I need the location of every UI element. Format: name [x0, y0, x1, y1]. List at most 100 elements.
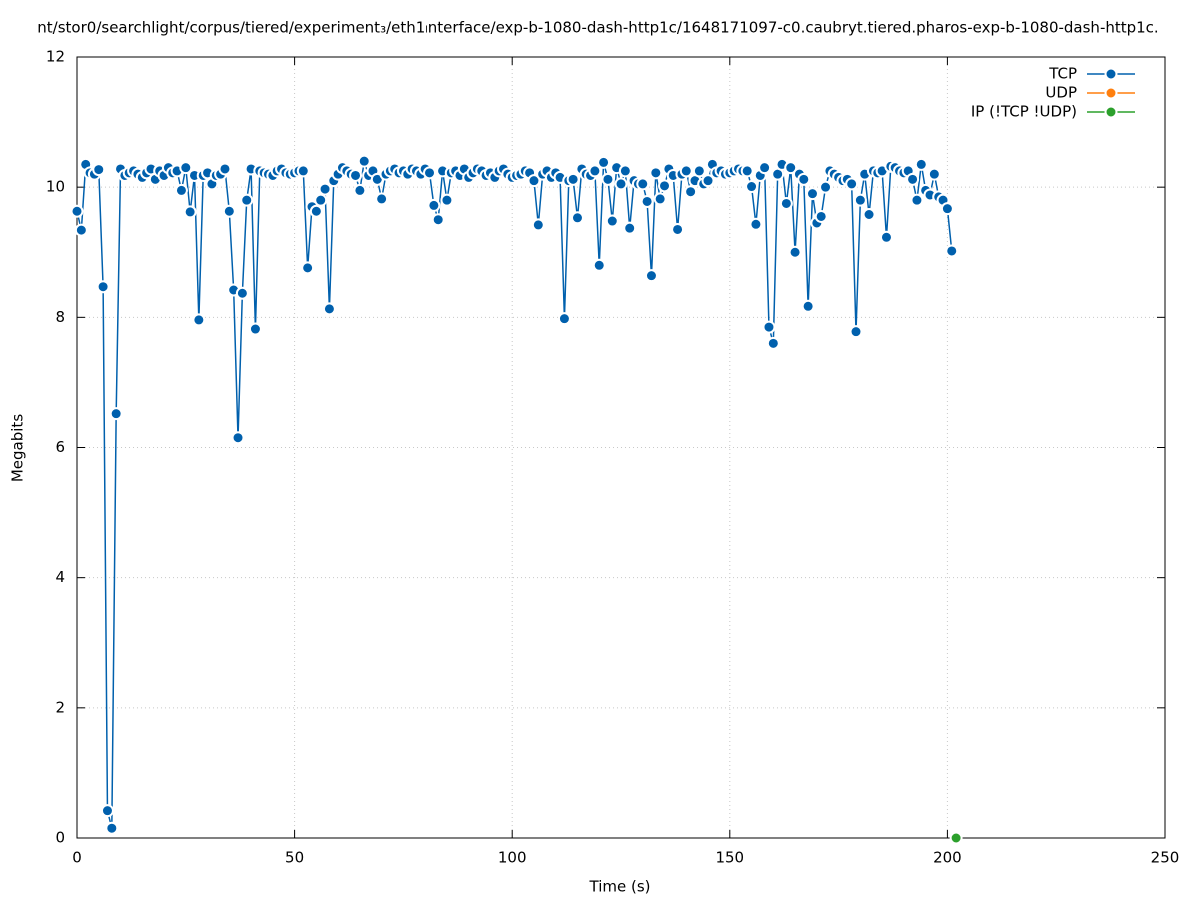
data-point [849, 325, 863, 339]
data-point [96, 280, 110, 294]
data-point [910, 193, 924, 207]
legend-label: IP (!TCP !UDP) [971, 103, 1077, 121]
data-point [592, 258, 606, 272]
data-point [240, 193, 254, 207]
data-point [314, 193, 328, 207]
data-point [940, 202, 954, 216]
data-point [758, 161, 772, 175]
data-point [906, 172, 920, 186]
data-point [174, 183, 188, 197]
data-point [740, 164, 754, 178]
data-point [100, 804, 114, 818]
x-tick-label: 250 [1151, 849, 1180, 867]
data-point [597, 155, 611, 169]
data-point [784, 161, 798, 175]
plot-frame [76, 56, 1166, 839]
data-point [649, 166, 663, 180]
data-point [605, 214, 619, 228]
y-axis-label: Megabits [9, 414, 27, 482]
data-point [423, 166, 437, 180]
legend-marker [1104, 105, 1118, 119]
legend-label: UDP [1045, 84, 1077, 102]
data-point [949, 831, 963, 845]
data-point [788, 245, 802, 259]
data-point [671, 222, 685, 236]
data-point [819, 180, 833, 194]
data-point [557, 312, 571, 326]
data-point [105, 821, 119, 835]
data-point [636, 177, 650, 191]
data-point [301, 261, 315, 275]
data-point [440, 193, 454, 207]
data-point [749, 217, 763, 231]
data-point [692, 164, 706, 178]
y-tick-label: 2 [55, 698, 65, 716]
data-point [684, 185, 698, 199]
y-tick-label: 8 [55, 308, 65, 326]
data-point [588, 164, 602, 178]
data-point [801, 299, 815, 313]
legend-marker [1104, 67, 1118, 81]
x-tick-label: 0 [72, 849, 82, 867]
data-point [183, 205, 197, 219]
data-point [927, 167, 941, 181]
x-axis-label: Time (s) [589, 878, 651, 896]
data-point [527, 174, 541, 188]
data-point [814, 209, 828, 223]
data-point [235, 286, 249, 300]
data-point [248, 322, 262, 336]
data-point [318, 182, 332, 196]
data-point [623, 221, 637, 235]
data-point [762, 320, 776, 334]
data-point [862, 208, 876, 222]
data-point [349, 168, 363, 182]
data-point [766, 336, 780, 350]
chart-title: nt/stor0/searchlight/corpus/tiered/exper… [37, 19, 1158, 37]
data-point [566, 172, 580, 186]
data-point [614, 177, 628, 191]
data-point [531, 218, 545, 232]
data-point [570, 211, 584, 225]
data-point [222, 204, 236, 218]
data-point [914, 157, 928, 171]
x-tick-label: 150 [715, 849, 744, 867]
data-point [218, 162, 232, 176]
data-point [427, 198, 441, 212]
data-point [945, 244, 959, 258]
data-point [92, 163, 106, 177]
y-tick-label: 6 [55, 438, 65, 456]
y-tick-label: 10 [46, 178, 65, 196]
data-point [701, 174, 715, 188]
data-point [357, 154, 371, 168]
data-point [658, 179, 672, 193]
data-point [74, 223, 88, 237]
x-tick-label: 200 [933, 849, 962, 867]
data-point [70, 204, 84, 218]
data-point [679, 164, 693, 178]
data-point [745, 180, 759, 194]
data-point [296, 164, 310, 178]
y-tick-label: 4 [55, 568, 65, 586]
data-point [192, 313, 206, 327]
series-line [76, 160, 953, 829]
data-point [109, 407, 123, 421]
data-point [779, 196, 793, 210]
data-point [644, 269, 658, 283]
data-point [640, 194, 654, 208]
data-point [879, 230, 893, 244]
data-point [231, 431, 245, 445]
x-tick-label: 100 [498, 849, 527, 867]
legend-label: TCP [1048, 65, 1077, 83]
data-point [353, 183, 367, 197]
y-tick-label: 0 [55, 829, 65, 847]
data-point [845, 177, 859, 191]
data-point [618, 164, 632, 178]
data-point [601, 172, 615, 186]
data-point [853, 193, 867, 207]
data-point [805, 187, 819, 201]
y-tick-label: 12 [46, 48, 65, 66]
x-tick-label: 50 [285, 849, 304, 867]
data-point [653, 192, 667, 206]
data-point [309, 204, 323, 218]
